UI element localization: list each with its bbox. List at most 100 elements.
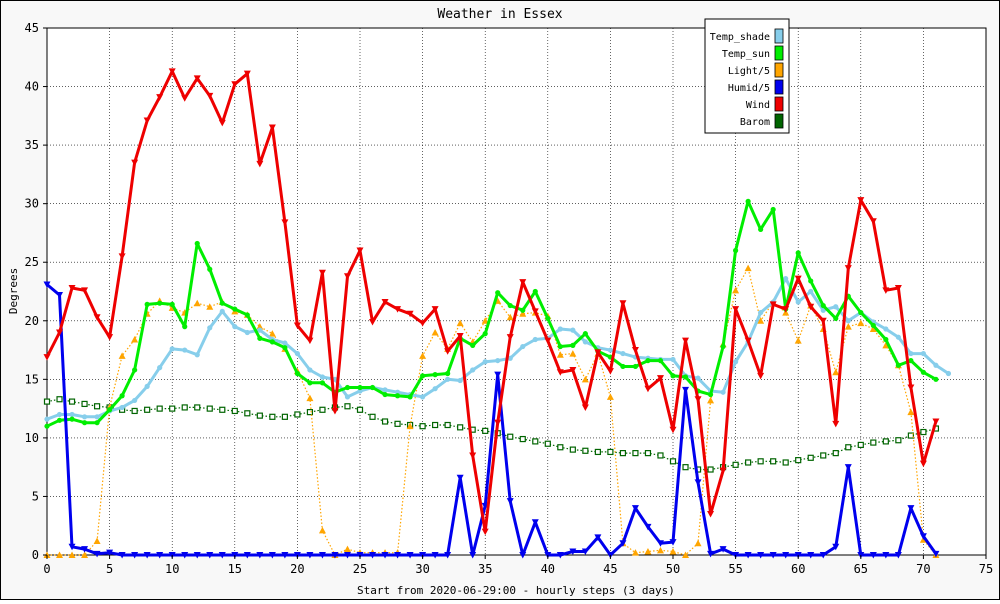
data-point [869,325,877,332]
x-tick-label: 75 [979,562,993,576]
data-point [181,552,189,559]
data-point [94,414,100,420]
x-tick-label: 70 [916,562,930,576]
data-point [682,464,689,471]
data-point [420,373,426,379]
data-point [594,448,601,456]
data-point [719,467,727,475]
data-point [206,92,214,100]
legend-label-humid-5: Humid/5 [728,83,770,94]
legend-label-light-5: Light/5 [728,66,770,77]
data-point [420,394,426,400]
data-point [682,337,690,345]
data-point [556,369,564,376]
y-tick-label: 30 [25,197,39,211]
legend-label-temp-shade: Temp_shade [710,32,770,43]
data-point [257,327,263,333]
data-point [519,552,527,559]
data-point [581,375,589,383]
legend: Temp_shade Temp_sun Light/5 Humid/5 Wind Baro… [704,18,790,134]
data-point [606,368,614,375]
data-point [520,307,526,313]
data-point [669,539,677,546]
data-point [556,552,564,559]
data-point [894,284,902,292]
data-point [870,439,877,446]
data-point [406,552,414,559]
data-point [306,409,314,416]
y-tick-label: 0 [32,548,39,562]
data-point [895,437,902,444]
data-point [206,303,214,310]
data-point [469,452,477,459]
data-point [832,543,840,551]
x-tick-label: 10 [165,562,179,576]
data-point [43,281,51,288]
data-point [432,421,439,429]
data-point [870,322,876,329]
data-point [545,315,551,322]
legend-label-temp-sun: Temp_sun [722,49,770,60]
data-point [619,540,627,547]
data-point [882,341,890,349]
data-point [419,423,426,430]
data-point [795,250,801,256]
data-point [770,458,777,465]
data-point [557,343,563,350]
data-point [670,356,676,363]
data-point [169,405,176,412]
data-point [495,290,501,296]
data-point [206,552,214,559]
data-point [845,318,851,324]
data-point [69,416,75,422]
data-point [68,543,76,551]
data-point [394,393,401,399]
data-point [581,548,589,555]
data-point [81,287,89,294]
data-point [581,404,589,411]
data-point [732,461,739,468]
series-line-humid-5 [46,283,938,557]
data-point [445,376,451,382]
data-point [268,552,276,559]
legend-swatch-barom [774,113,784,129]
x-tick-label: 30 [415,562,429,576]
data-point [243,552,251,559]
data-point [318,269,326,277]
data-point [481,317,489,324]
data-point [268,330,276,337]
legend-swatch-wind [774,96,784,112]
plot-area [46,27,987,556]
data-point [932,418,940,425]
data-point [833,315,839,322]
data-point [68,551,76,558]
data-point [945,370,952,377]
data-point [644,385,652,393]
data-point [131,552,139,559]
data-point [532,438,539,445]
data-point [733,359,739,365]
data-point [281,219,289,226]
data-point [519,310,527,317]
data-point [694,396,702,403]
data-point [181,95,189,102]
data-point [318,526,326,534]
data-point [832,450,839,457]
data-point [519,279,527,286]
data-point [507,355,513,361]
data-point [56,417,63,423]
data-point [81,414,88,420]
data-point [243,70,251,78]
axis-ticks: 0 5 10 15 20 25 30 35 40 45 50 55 60 65 70 75 0 5 10 15 20 25… [25,21,994,576]
data-point [744,552,752,559]
data-point [256,323,264,330]
data-point [356,406,364,413]
data-point [908,350,914,357]
data-point [81,400,88,408]
data-point [507,433,514,440]
data-point [919,460,927,468]
data-point [394,552,402,559]
data-point [231,407,238,415]
data-point [369,384,376,391]
